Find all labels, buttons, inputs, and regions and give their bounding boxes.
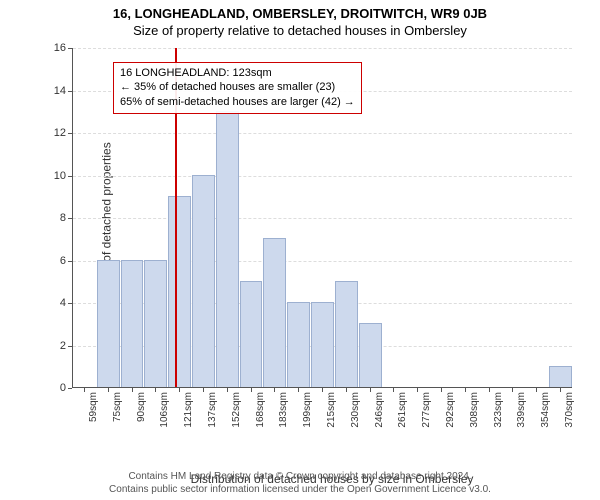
x-tick-label: 183sqm	[278, 392, 289, 428]
histogram-bar	[192, 175, 215, 388]
x-tick-mark	[512, 388, 513, 392]
x-tick-label: 261sqm	[397, 392, 408, 428]
histogram-bar	[263, 238, 286, 387]
x-tick-label: 339sqm	[516, 392, 527, 428]
histogram-bar	[97, 260, 120, 388]
histogram-bar	[287, 302, 310, 387]
y-tick-mark	[68, 261, 72, 262]
x-tick-label: 168sqm	[255, 392, 266, 428]
y-tick-label: 16	[54, 42, 66, 54]
y-tick-mark	[68, 133, 72, 134]
x-tick-mark	[227, 388, 228, 392]
plot-area: 16 LONGHEADLAND: 123sqm← 35% of detached…	[72, 48, 572, 388]
annotation-line: 16 LONGHEADLAND: 123sqm	[120, 66, 355, 81]
x-tick-label: 75sqm	[112, 392, 123, 422]
annotation-line: ← 35% of detached houses are smaller (23…	[120, 80, 355, 95]
y-tick-label: 2	[60, 340, 66, 352]
x-tick-mark	[370, 388, 371, 392]
x-tick-label: 370sqm	[564, 392, 575, 428]
footer-line-1: Contains HM Land Registry data © Crown c…	[0, 470, 600, 483]
x-tick-mark	[108, 388, 109, 392]
x-tick-mark	[203, 388, 204, 392]
histogram-bar	[240, 281, 263, 387]
chart-container: Number of detached properties 16 LONGHEA…	[52, 48, 572, 428]
x-tick-mark	[322, 388, 323, 392]
y-tick-mark	[68, 91, 72, 92]
y-tick-label: 6	[60, 255, 66, 267]
x-tick-mark	[155, 388, 156, 392]
gridline	[73, 133, 572, 134]
histogram-bar	[216, 111, 239, 387]
y-tick-mark	[68, 218, 72, 219]
footer: Contains HM Land Registry data © Crown c…	[0, 470, 600, 496]
x-tick-label: 292sqm	[445, 392, 456, 428]
x-tick-mark	[132, 388, 133, 392]
histogram-bar	[335, 281, 358, 387]
histogram-bar	[144, 260, 167, 388]
histogram-bar	[168, 196, 191, 387]
x-tick-label: 323sqm	[493, 392, 504, 428]
annotation-box: 16 LONGHEADLAND: 123sqm← 35% of detached…	[113, 62, 362, 115]
annotation-line: 65% of semi-detached houses are larger (…	[120, 95, 355, 110]
x-tick-mark	[441, 388, 442, 392]
x-tick-mark	[489, 388, 490, 392]
x-tick-mark	[84, 388, 85, 392]
x-tick-label: 90sqm	[136, 392, 147, 422]
y-tick-label: 10	[54, 170, 66, 182]
y-tick-label: 14	[54, 85, 66, 97]
x-tick-mark	[560, 388, 561, 392]
x-tick-mark	[274, 388, 275, 392]
x-tick-label: 308sqm	[469, 392, 480, 428]
x-tick-mark	[251, 388, 252, 392]
y-tick-label: 12	[54, 127, 66, 139]
y-tick-label: 0	[60, 382, 66, 394]
gridline	[73, 48, 572, 49]
x-tick-label: 230sqm	[350, 392, 361, 428]
y-tick-label: 8	[60, 212, 66, 224]
x-tick-mark	[393, 388, 394, 392]
x-tick-label: 277sqm	[421, 392, 432, 428]
x-tick-mark	[465, 388, 466, 392]
x-tick-mark	[346, 388, 347, 392]
y-tick-label: 4	[60, 297, 66, 309]
y-tick-mark	[68, 176, 72, 177]
x-tick-label: 121sqm	[183, 392, 194, 428]
y-tick-mark	[68, 303, 72, 304]
x-tick-label: 215sqm	[326, 392, 337, 428]
x-tick-label: 152sqm	[231, 392, 242, 428]
page-title: 16, LONGHEADLAND, OMBERSLEY, DROITWITCH,…	[0, 0, 600, 21]
gridline	[73, 218, 572, 219]
histogram-bar	[311, 302, 334, 387]
histogram-bar	[359, 323, 382, 387]
histogram-bar	[549, 366, 572, 387]
x-tick-label: 137sqm	[207, 392, 218, 428]
x-tick-mark	[417, 388, 418, 392]
page-subtitle: Size of property relative to detached ho…	[0, 21, 600, 38]
y-tick-mark	[68, 388, 72, 389]
gridline	[73, 176, 572, 177]
x-tick-label: 199sqm	[302, 392, 313, 428]
x-tick-mark	[536, 388, 537, 392]
y-tick-mark	[68, 48, 72, 49]
x-tick-label: 59sqm	[88, 392, 99, 422]
y-tick-mark	[68, 346, 72, 347]
x-tick-label: 106sqm	[159, 392, 170, 428]
footer-line-2: Contains public sector information licen…	[0, 483, 600, 496]
x-tick-mark	[298, 388, 299, 392]
x-tick-mark	[179, 388, 180, 392]
x-tick-label: 354sqm	[540, 392, 551, 428]
x-tick-label: 246sqm	[374, 392, 385, 428]
histogram-bar	[121, 260, 144, 388]
